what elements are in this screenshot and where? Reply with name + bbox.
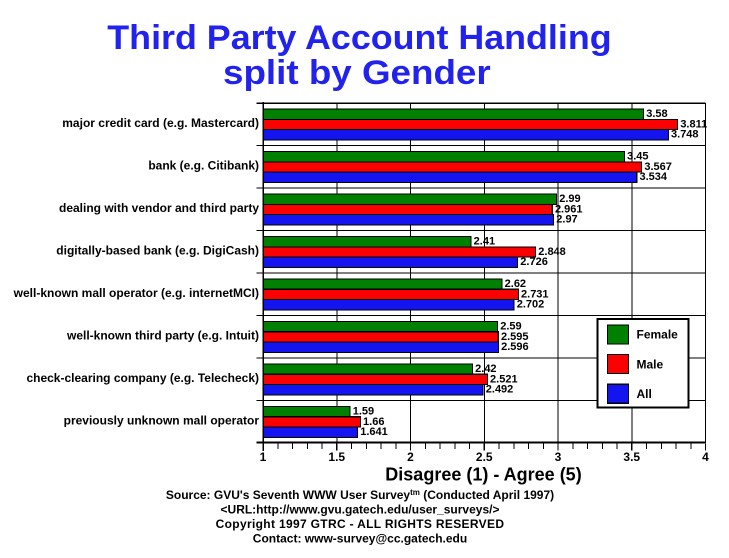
svg-text:bank (e.g. Citibank): bank (e.g. Citibank) (148, 159, 259, 173)
svg-text:2.702: 2.702 (517, 299, 545, 311)
svg-text:2.961: 2.961 (555, 203, 583, 215)
svg-text:3.567: 3.567 (644, 161, 672, 173)
svg-text:<URL:http://www.gvu.gatech.edu: <URL:http://www.gvu.gatech.edu/user_surv… (221, 503, 500, 517)
svg-text:3.748: 3.748 (671, 129, 699, 141)
svg-text:2.596: 2.596 (501, 341, 529, 353)
svg-text:Copyright 1997 GTRC - ALL RIGH: Copyright 1997 GTRC - ALL RIGHTS RESERVE… (216, 517, 505, 531)
svg-text:well-known mall operator (e.g.: well-known mall operator (e.g. internetM… (13, 286, 259, 300)
svg-text:Third Party Account Handling: Third Party Account Handling (107, 19, 611, 57)
svg-text:Disagree (1) - Agree (5): Disagree (1) - Agree (5) (385, 465, 581, 485)
svg-text:All: All (637, 387, 652, 401)
svg-text:major credit card (e.g. Master: major credit card (e.g. Mastercard) (62, 116, 259, 130)
svg-text:2.848: 2.848 (538, 246, 566, 258)
svg-text:1.66: 1.66 (363, 416, 384, 428)
svg-text:2.59: 2.59 (500, 320, 521, 332)
svg-text:3.58: 3.58 (646, 108, 667, 120)
svg-text:previously unknown mall operat: previously unknown mall operator (64, 414, 260, 428)
svg-text:2.99: 2.99 (559, 193, 580, 205)
svg-text:3.534: 3.534 (639, 171, 667, 183)
svg-text:2.62: 2.62 (505, 278, 526, 290)
svg-text:digitally-based bank (e.g. Dig: digitally-based bank (e.g. DigiCash) (56, 244, 259, 258)
svg-text:check-clearing company (e.g. T: check-clearing company (e.g. Telecheck) (26, 371, 259, 385)
svg-text:Contact: www-survey@cc.gatech.: Contact: www-survey@cc.gatech.edu (253, 531, 467, 545)
svg-text:2.521: 2.521 (490, 373, 518, 385)
svg-text:dealing with vendor and third: dealing with vendor and third party (59, 201, 259, 215)
svg-text:2.5: 2.5 (476, 450, 493, 464)
svg-text:1.59: 1.59 (353, 405, 374, 417)
svg-text:split by Gender: split by Gender (223, 54, 491, 92)
svg-text:Source: GVU's Seventh WWW User: Source: GVU's Seventh WWW User Surveytm … (166, 488, 554, 502)
svg-text:2: 2 (407, 450, 414, 464)
svg-text:2.595: 2.595 (501, 331, 529, 343)
svg-text:3.811: 3.811 (680, 118, 707, 130)
svg-text:3: 3 (555, 450, 562, 464)
svg-text:well-known third party (e.g. I: well-known third party (e.g. Intuit) (66, 329, 259, 343)
svg-text:1.641: 1.641 (360, 426, 388, 438)
svg-text:2.41: 2.41 (474, 235, 495, 247)
svg-text:2.492: 2.492 (486, 384, 514, 396)
svg-text:3.5: 3.5 (623, 450, 640, 464)
svg-text:Male: Male (637, 357, 664, 371)
svg-text:2.731: 2.731 (521, 288, 549, 300)
svg-text:1: 1 (260, 450, 267, 464)
svg-text:1.5: 1.5 (328, 450, 345, 464)
svg-text:2.42: 2.42 (475, 363, 496, 375)
svg-text:4: 4 (702, 450, 709, 464)
svg-text:3.45: 3.45 (627, 150, 648, 162)
svg-text:Female: Female (637, 328, 679, 342)
svg-text:2.97: 2.97 (556, 214, 577, 226)
svg-text:2.726: 2.726 (520, 256, 548, 268)
